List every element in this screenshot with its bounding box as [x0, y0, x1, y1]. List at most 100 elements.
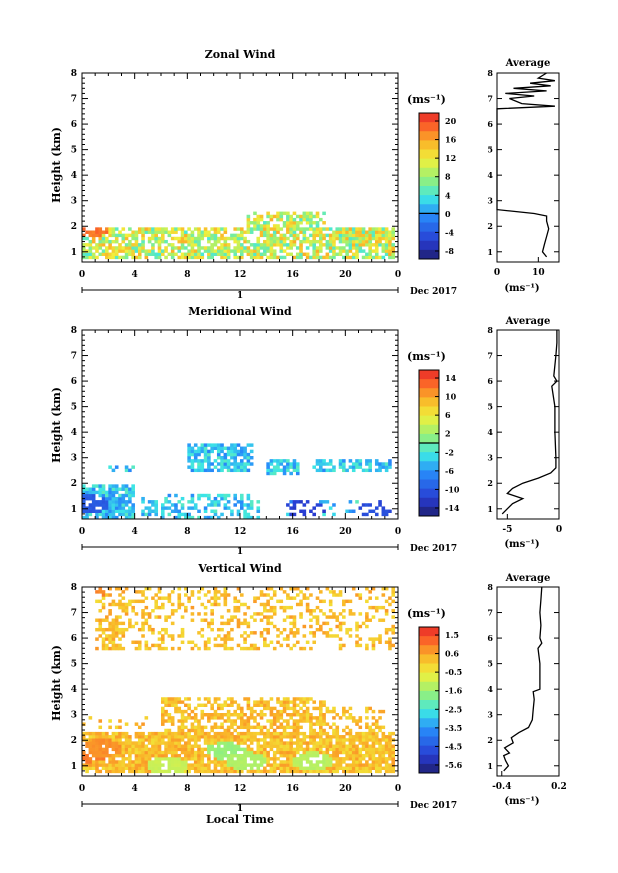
heatmap-cell — [240, 506, 244, 510]
heatmap-cell — [187, 452, 191, 457]
heatmap-cell — [164, 750, 168, 755]
heatmap-cell — [381, 738, 386, 742]
average-profile-line — [502, 586, 543, 772]
heatmap-cell — [170, 697, 175, 701]
heatmap-cell — [240, 233, 244, 238]
heatmap-cell — [305, 697, 310, 701]
heatmap-cell — [371, 744, 376, 748]
heatmap-cell — [312, 512, 317, 517]
colorbar-segment — [419, 140, 439, 150]
heatmap-cell — [289, 605, 293, 610]
heatmap-cell — [355, 459, 359, 463]
heatmap-cell — [167, 700, 172, 704]
heatmap-cell — [124, 465, 129, 469]
heatmap-cell — [328, 725, 333, 730]
heatmap-cell — [319, 462, 323, 466]
heatmap-cell — [240, 503, 244, 507]
heatmap-cell — [161, 750, 165, 755]
heatmap-cell — [269, 757, 274, 761]
heatmap-cell — [197, 596, 201, 600]
heatmap-cell — [207, 443, 211, 447]
heatmap-cell — [151, 753, 155, 758]
heatmap-cell — [207, 230, 211, 234]
heatmap-cell — [101, 760, 106, 764]
heatmap-cell — [236, 735, 241, 739]
heatmap-cell — [388, 735, 392, 739]
heatmap-cell — [328, 249, 333, 253]
heatmap-cell — [141, 615, 145, 619]
heatmap-cell — [256, 747, 261, 752]
heatmap-cell — [105, 506, 109, 510]
heatmap-cell — [108, 587, 112, 591]
heatmap-cell — [371, 709, 376, 714]
heatmap-cell — [289, 465, 293, 469]
heatmap-cell — [315, 706, 320, 711]
heatmap-cell — [167, 735, 172, 739]
heatmap-cell — [131, 512, 135, 517]
heatmap-cell — [141, 227, 145, 231]
heatmap-cell — [312, 252, 317, 256]
heatmap-cell — [282, 239, 287, 244]
heatmap-cell — [322, 763, 326, 767]
heatmap-cell — [108, 484, 112, 488]
heatmap-cell — [216, 515, 221, 520]
heatmap-cell — [305, 211, 310, 216]
heatmap-cell — [365, 709, 369, 714]
heatmap-cell — [180, 512, 185, 517]
heatmap-cell — [365, 503, 369, 507]
heatmap-cell — [335, 735, 340, 739]
heatmap-cell — [197, 230, 201, 234]
heatmap-cell — [210, 449, 214, 454]
heatmap-cell — [259, 750, 264, 755]
heatmap-cell — [197, 725, 201, 730]
average-y-tick-label: 1 — [487, 247, 493, 257]
heatmap-cell — [105, 503, 109, 507]
heatmap-cell — [338, 716, 343, 720]
heatmap-cell — [187, 512, 191, 517]
heatmap-cell — [105, 627, 109, 632]
heatmap-cell — [348, 500, 353, 504]
heatmap-cell — [220, 637, 224, 641]
heatmap-cell — [355, 227, 359, 231]
heatmap-cell — [108, 609, 112, 613]
heatmap-cell — [371, 741, 376, 745]
heatmap-cell — [233, 493, 238, 498]
heatmap-cell — [174, 709, 178, 714]
heatmap-cell — [197, 509, 201, 513]
heatmap-cell — [328, 227, 333, 231]
heatmap-cell — [272, 757, 277, 761]
heatmap-cell — [85, 760, 89, 764]
heatmap-cell — [249, 757, 254, 761]
heatmap-cell — [161, 757, 165, 761]
heatmap-cell — [114, 750, 119, 755]
date-label: Dec 2017 — [410, 287, 457, 297]
heatmap-cell — [305, 602, 310, 607]
heatmap-cell — [220, 593, 224, 597]
heatmap-cell — [319, 735, 323, 739]
heatmap-cell — [197, 493, 201, 498]
heatmap-cell — [351, 230, 356, 234]
heatmap-cell — [161, 627, 165, 632]
heatmap-cell — [164, 627, 168, 632]
heatmap-cell — [151, 230, 155, 234]
heatmap-cell — [111, 468, 116, 473]
heatmap-cell — [266, 211, 270, 216]
heatmap-cell — [95, 490, 99, 495]
heatmap-cell — [220, 760, 224, 764]
heatmap-cell — [286, 747, 290, 752]
heatmap-cell — [322, 211, 326, 216]
colorbar-units: (ms⁻¹) — [407, 350, 446, 363]
heatmap-cell — [332, 468, 336, 473]
heatmap-cell — [226, 634, 231, 638]
heatmap-cell — [325, 227, 330, 231]
heatmap-cell — [82, 509, 86, 513]
heatmap-cell — [236, 243, 241, 247]
heatmap-cell — [88, 496, 93, 501]
heatmap-cell — [286, 706, 290, 711]
heatmap-cell — [131, 605, 135, 610]
heatmap-cell — [240, 252, 244, 256]
heatmap-cell — [233, 769, 238, 774]
heatmap-cell — [118, 249, 122, 253]
heatmap-cell — [322, 462, 326, 466]
